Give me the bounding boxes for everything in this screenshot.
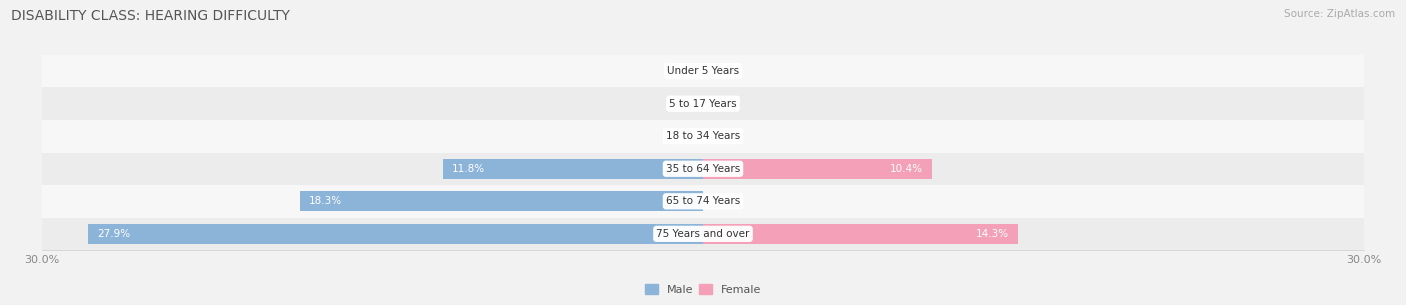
Text: 18.3%: 18.3% bbox=[309, 196, 342, 206]
Bar bbox=[443, 159, 703, 179]
Text: 0.0%: 0.0% bbox=[714, 131, 741, 141]
Bar bbox=[89, 224, 703, 244]
Text: 65 to 74 Years: 65 to 74 Years bbox=[666, 196, 740, 206]
Text: 10.4%: 10.4% bbox=[890, 164, 924, 174]
Text: DISABILITY CLASS: HEARING DIFFICULTY: DISABILITY CLASS: HEARING DIFFICULTY bbox=[11, 9, 290, 23]
Text: 14.3%: 14.3% bbox=[976, 229, 1010, 239]
Bar bbox=[42, 217, 1364, 250]
Text: 0.0%: 0.0% bbox=[714, 196, 741, 206]
Text: 18 to 34 Years: 18 to 34 Years bbox=[666, 131, 740, 141]
Bar bbox=[42, 88, 1364, 120]
Text: 0.0%: 0.0% bbox=[714, 66, 741, 76]
Bar bbox=[299, 191, 703, 211]
Bar bbox=[42, 152, 1364, 185]
Text: Under 5 Years: Under 5 Years bbox=[666, 66, 740, 76]
Bar bbox=[703, 224, 1018, 244]
Text: 0.0%: 0.0% bbox=[665, 99, 692, 109]
Text: 0.0%: 0.0% bbox=[665, 131, 692, 141]
Bar bbox=[42, 185, 1364, 217]
Bar bbox=[42, 120, 1364, 152]
Text: Source: ZipAtlas.com: Source: ZipAtlas.com bbox=[1284, 9, 1395, 19]
Text: 0.0%: 0.0% bbox=[714, 99, 741, 109]
Text: 75 Years and over: 75 Years and over bbox=[657, 229, 749, 239]
Bar bbox=[42, 55, 1364, 88]
Text: 35 to 64 Years: 35 to 64 Years bbox=[666, 164, 740, 174]
Bar bbox=[703, 159, 932, 179]
Text: 5 to 17 Years: 5 to 17 Years bbox=[669, 99, 737, 109]
Text: 0.0%: 0.0% bbox=[665, 66, 692, 76]
Text: 11.8%: 11.8% bbox=[451, 164, 485, 174]
Text: 27.9%: 27.9% bbox=[97, 229, 131, 239]
Legend: Male, Female: Male, Female bbox=[640, 280, 766, 299]
